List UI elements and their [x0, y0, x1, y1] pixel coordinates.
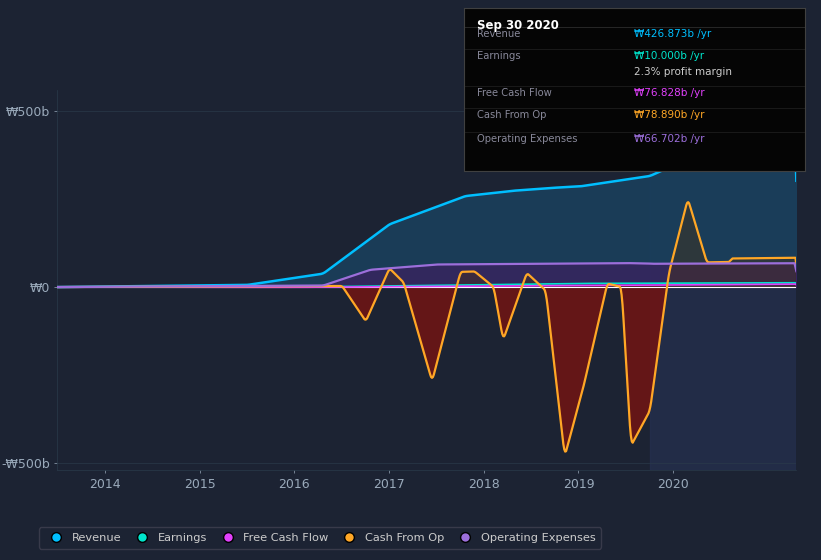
Text: ₩66.702b /yr: ₩66.702b /yr: [635, 134, 704, 144]
Text: Revenue: Revenue: [478, 29, 521, 39]
Text: Sep 30 2020: Sep 30 2020: [478, 19, 559, 32]
Text: ₩76.828b /yr: ₩76.828b /yr: [635, 88, 705, 98]
Text: ₩10.000b /yr: ₩10.000b /yr: [635, 51, 704, 61]
Text: Operating Expenses: Operating Expenses: [478, 134, 578, 144]
Legend: Revenue, Earnings, Free Cash Flow, Cash From Op, Operating Expenses: Revenue, Earnings, Free Cash Flow, Cash …: [39, 528, 602, 549]
Text: Earnings: Earnings: [478, 51, 521, 61]
Text: Cash From Op: Cash From Op: [478, 110, 547, 120]
Text: ₩78.890b /yr: ₩78.890b /yr: [635, 110, 704, 120]
Bar: [649, 90, 796, 470]
Text: Free Cash Flow: Free Cash Flow: [478, 88, 553, 98]
Text: 2.3% profit margin: 2.3% profit margin: [635, 67, 732, 77]
Text: ₩426.873b /yr: ₩426.873b /yr: [635, 29, 712, 39]
